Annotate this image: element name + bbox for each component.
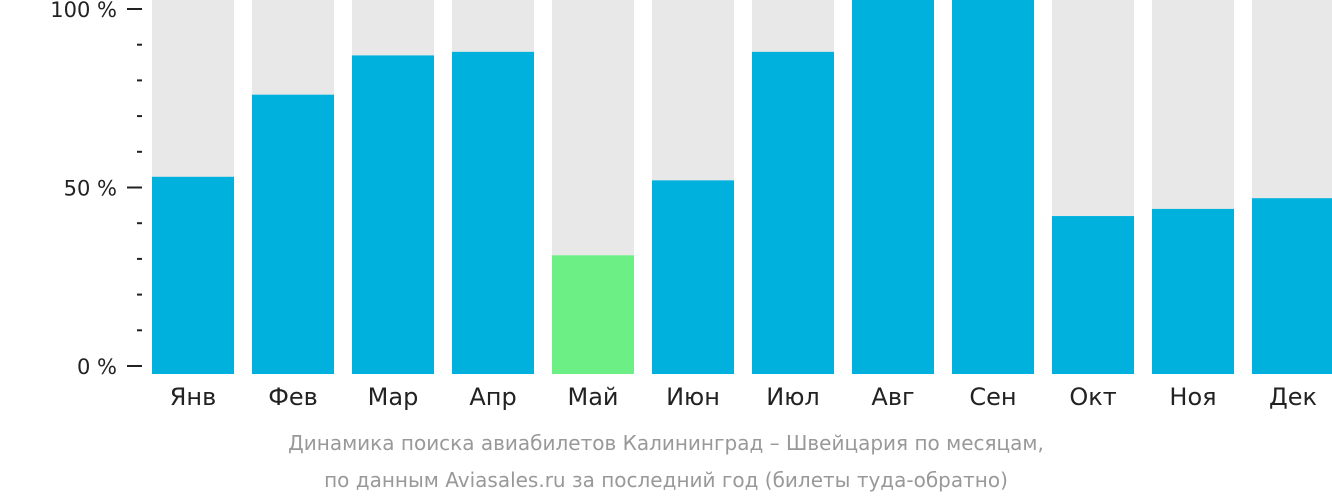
x-tick-label: Июл — [766, 383, 820, 411]
x-tick-label: Июн — [666, 383, 720, 411]
x-tick-label: Дек — [1269, 383, 1317, 411]
y-tick-label: 0 % — [77, 355, 117, 379]
chart-caption-line-2: по данным Aviasales.ru за последний год … — [324, 468, 1008, 492]
bar — [152, 176, 234, 374]
x-tick-label: Мар — [368, 383, 419, 411]
bar — [752, 51, 834, 375]
value-bars — [152, 0, 1332, 375]
x-tick-label: Апр — [469, 383, 516, 411]
x-tick-label: Сен — [969, 383, 1016, 411]
x-tick-label: Янв — [170, 383, 217, 411]
x-tick-label: Ноя — [1169, 383, 1216, 411]
y-axis: 100 % 50 % 0 % — [50, 0, 142, 379]
bar — [1152, 208, 1234, 374]
y-tick-label: 100 % — [50, 0, 117, 22]
bar — [352, 55, 434, 374]
bar — [252, 94, 334, 375]
x-tick-label: Окт — [1069, 383, 1116, 411]
bar — [652, 180, 734, 374]
chart-caption-line-1: Динамика поиска авиабилетов Калининград … — [288, 431, 1044, 455]
bar — [452, 51, 534, 375]
bar — [1052, 216, 1134, 374]
x-tick-label: Май — [567, 383, 618, 411]
bar — [852, 0, 934, 374]
x-tick-label: Фев — [268, 383, 318, 411]
y-tick-label: 50 % — [64, 177, 117, 201]
x-tick-label: Авг — [871, 383, 914, 411]
bar — [1252, 198, 1332, 374]
bar — [552, 255, 634, 374]
x-axis-labels: Янв Фев Мар Апр Май Июн Июл Авг Сен Окт Ноя Дек — [170, 383, 1317, 411]
bar — [952, 0, 1034, 374]
bar-chart: 100 % 50 % 0 % Янв Фев Мар Апр Май Июн Июл Авг Сен… — [50, 0, 1332, 411]
